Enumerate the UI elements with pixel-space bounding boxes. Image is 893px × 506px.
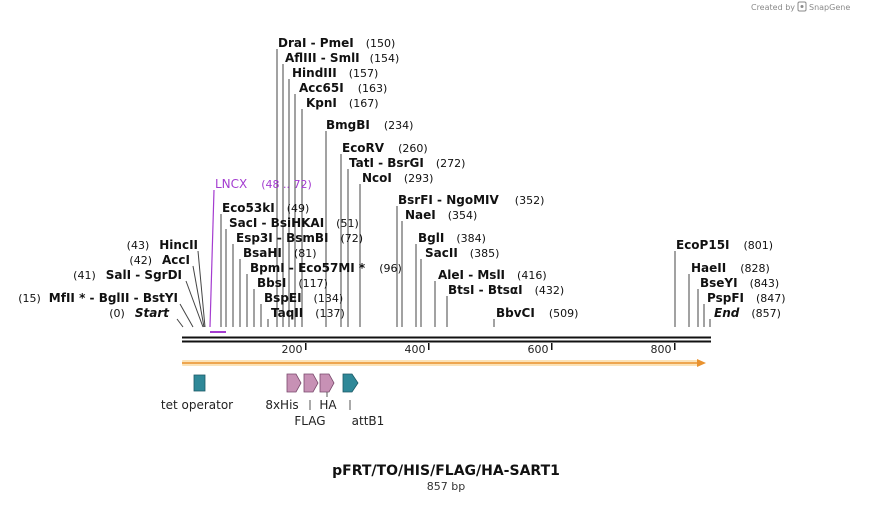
enzyme-label: BbsI (117): [257, 276, 328, 290]
ruler-tick-label: 800: [651, 343, 672, 356]
feature-connectors: [309, 392, 351, 410]
dna-backbone: [182, 336, 711, 343]
brand-snapgene: SnapGene: [809, 3, 850, 12]
enzyme-label: BglI (384): [418, 231, 486, 245]
enzyme-label: Acc65I (163): [299, 81, 387, 95]
enzyme-label: AleI - MslI (416): [438, 268, 547, 282]
connector-line: [179, 303, 194, 328]
enzyme-label: KpnI (167): [306, 96, 379, 110]
enzyme-label: NcoI (293): [362, 171, 433, 185]
ruler: 200 400 600 800: [282, 343, 676, 356]
feature-label-ha: HA: [319, 398, 337, 412]
enzyme-label: NaeI (354): [405, 208, 477, 222]
8xhis-feature-arrow: [286, 373, 302, 393]
enzyme-label: TatI - BsrGI (272): [349, 156, 465, 170]
enzyme-label: BmgBI (234): [326, 118, 413, 132]
connector-lines: [176, 49, 711, 328]
feature-label-8xhis: 8xHis: [265, 398, 298, 412]
enzyme-label: (15) MfII * - BglII - BstYI: [18, 291, 178, 305]
enzyme-label: Esp3I - BsmBI (72): [236, 231, 363, 245]
brand-created-by: Created by: [751, 3, 795, 12]
ruler-tick: [305, 343, 307, 350]
enzyme-label: BspEI (134): [264, 291, 343, 305]
enzyme-label: DraI - PmeI (150): [278, 36, 395, 50]
orf-arrow: [182, 359, 706, 367]
enzyme-label: BtsI - BtsαI (432): [448, 283, 564, 297]
enzyme-label: AflIII - SmlI (154): [285, 51, 399, 65]
attb1-feature-arrow: [342, 373, 359, 393]
enzyme-label: BsrFI - NgoMIV (352): [398, 193, 544, 207]
enzyme-label: SacII (385): [425, 246, 499, 260]
lncx-feature-label: LNCX (48 .. 72): [215, 177, 312, 191]
ruler-tick: [428, 343, 430, 350]
enzyme-label: (42) AccI: [129, 253, 190, 267]
snapgene-logo-icon: [797, 1, 807, 12]
enzyme-label: EcoRV (260): [342, 141, 428, 155]
enzyme-label: (0) Start: [109, 306, 170, 320]
map-title: pFRT/TO/HIS/FLAG/HA-SART1: [332, 463, 560, 479]
ruler-tick-label: 400: [405, 343, 426, 356]
enzyme-label: SacI - BsiHKAI (51): [229, 216, 359, 230]
enzyme-label: (41) SalI - SgrDI: [73, 268, 182, 282]
enzyme-label: HindIII (157): [292, 66, 378, 80]
connector-line: [192, 265, 205, 328]
feature-label-flag: FLAG: [294, 414, 325, 428]
enzyme-label: TaqII (137): [271, 306, 345, 320]
lncx-connector-line: [209, 189, 215, 328]
tet-operator-feature: [193, 374, 206, 392]
enzyme-label: EcoP15I (801): [676, 238, 773, 252]
flag-feature-arrow: [303, 373, 319, 393]
enzyme-label: (43) HincII: [127, 238, 198, 252]
sequence-length: 857 bp: [427, 480, 465, 493]
ruler-tick-label: 200: [282, 343, 303, 356]
enzyme-label: BbvCI (509): [496, 306, 578, 320]
feature-label-tet-operator: tet operator: [161, 398, 233, 412]
enzyme-label: Eco53kI (49): [222, 201, 309, 215]
enzyme-label: PspFI (847): [707, 291, 786, 305]
ruler-tick: [674, 343, 676, 350]
connector-line: [185, 280, 204, 328]
enzyme-label: BpmI - Eco57MI * (96): [250, 261, 402, 275]
connector-line: [176, 318, 184, 328]
ha-feature-arrow: [319, 373, 335, 393]
connector-line: [197, 250, 206, 328]
enzyme-label: BsaHI (81): [243, 246, 317, 260]
enzyme-label: End (857): [714, 306, 781, 320]
feature-label-attb1: attB1: [352, 414, 385, 428]
ruler-tick: [551, 343, 553, 350]
enzyme-label: BseYI (843): [700, 276, 779, 290]
enzyme-label: HaeII (828): [691, 261, 770, 275]
ruler-tick-label: 600: [528, 343, 549, 356]
lncx-highlight: [210, 331, 226, 333]
